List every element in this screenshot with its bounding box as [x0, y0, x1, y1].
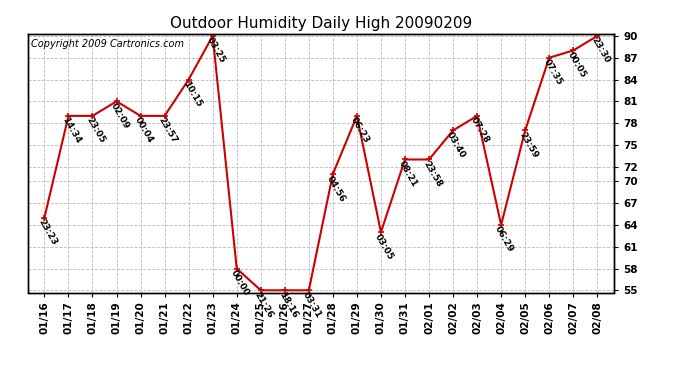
Text: 03:05: 03:05 [373, 232, 395, 261]
Text: 10:15: 10:15 [181, 80, 203, 109]
Text: 00:05: 00:05 [565, 51, 587, 80]
Text: 18:16: 18:16 [277, 290, 299, 320]
Text: 06:23: 06:23 [349, 116, 371, 145]
Text: 04:56: 04:56 [325, 174, 347, 203]
Text: 03:25: 03:25 [205, 36, 227, 65]
Text: 21:26: 21:26 [253, 290, 275, 320]
Text: 00:00: 00:00 [229, 268, 250, 297]
Text: 23:57: 23:57 [157, 116, 179, 145]
Text: 03:31: 03:31 [301, 290, 323, 320]
Text: 14:34: 14:34 [61, 116, 83, 146]
Text: 06:29: 06:29 [493, 225, 515, 254]
Text: 08:21: 08:21 [397, 159, 420, 189]
Text: 23:58: 23:58 [421, 159, 444, 189]
Text: 23:59: 23:59 [518, 130, 540, 160]
Text: 23:30: 23:30 [589, 36, 611, 65]
Title: Outdoor Humidity Daily High 20090209: Outdoor Humidity Daily High 20090209 [170, 16, 472, 31]
Text: 23:05: 23:05 [85, 116, 107, 145]
Text: Copyright 2009 Cartronics.com: Copyright 2009 Cartronics.com [30, 39, 184, 49]
Text: 07:28: 07:28 [469, 116, 491, 145]
Text: 03:40: 03:40 [445, 130, 467, 160]
Text: 00:04: 00:04 [132, 116, 155, 145]
Text: 23:23: 23:23 [37, 217, 59, 247]
Text: 07:35: 07:35 [542, 58, 564, 87]
Text: 02:09: 02:09 [109, 101, 131, 130]
